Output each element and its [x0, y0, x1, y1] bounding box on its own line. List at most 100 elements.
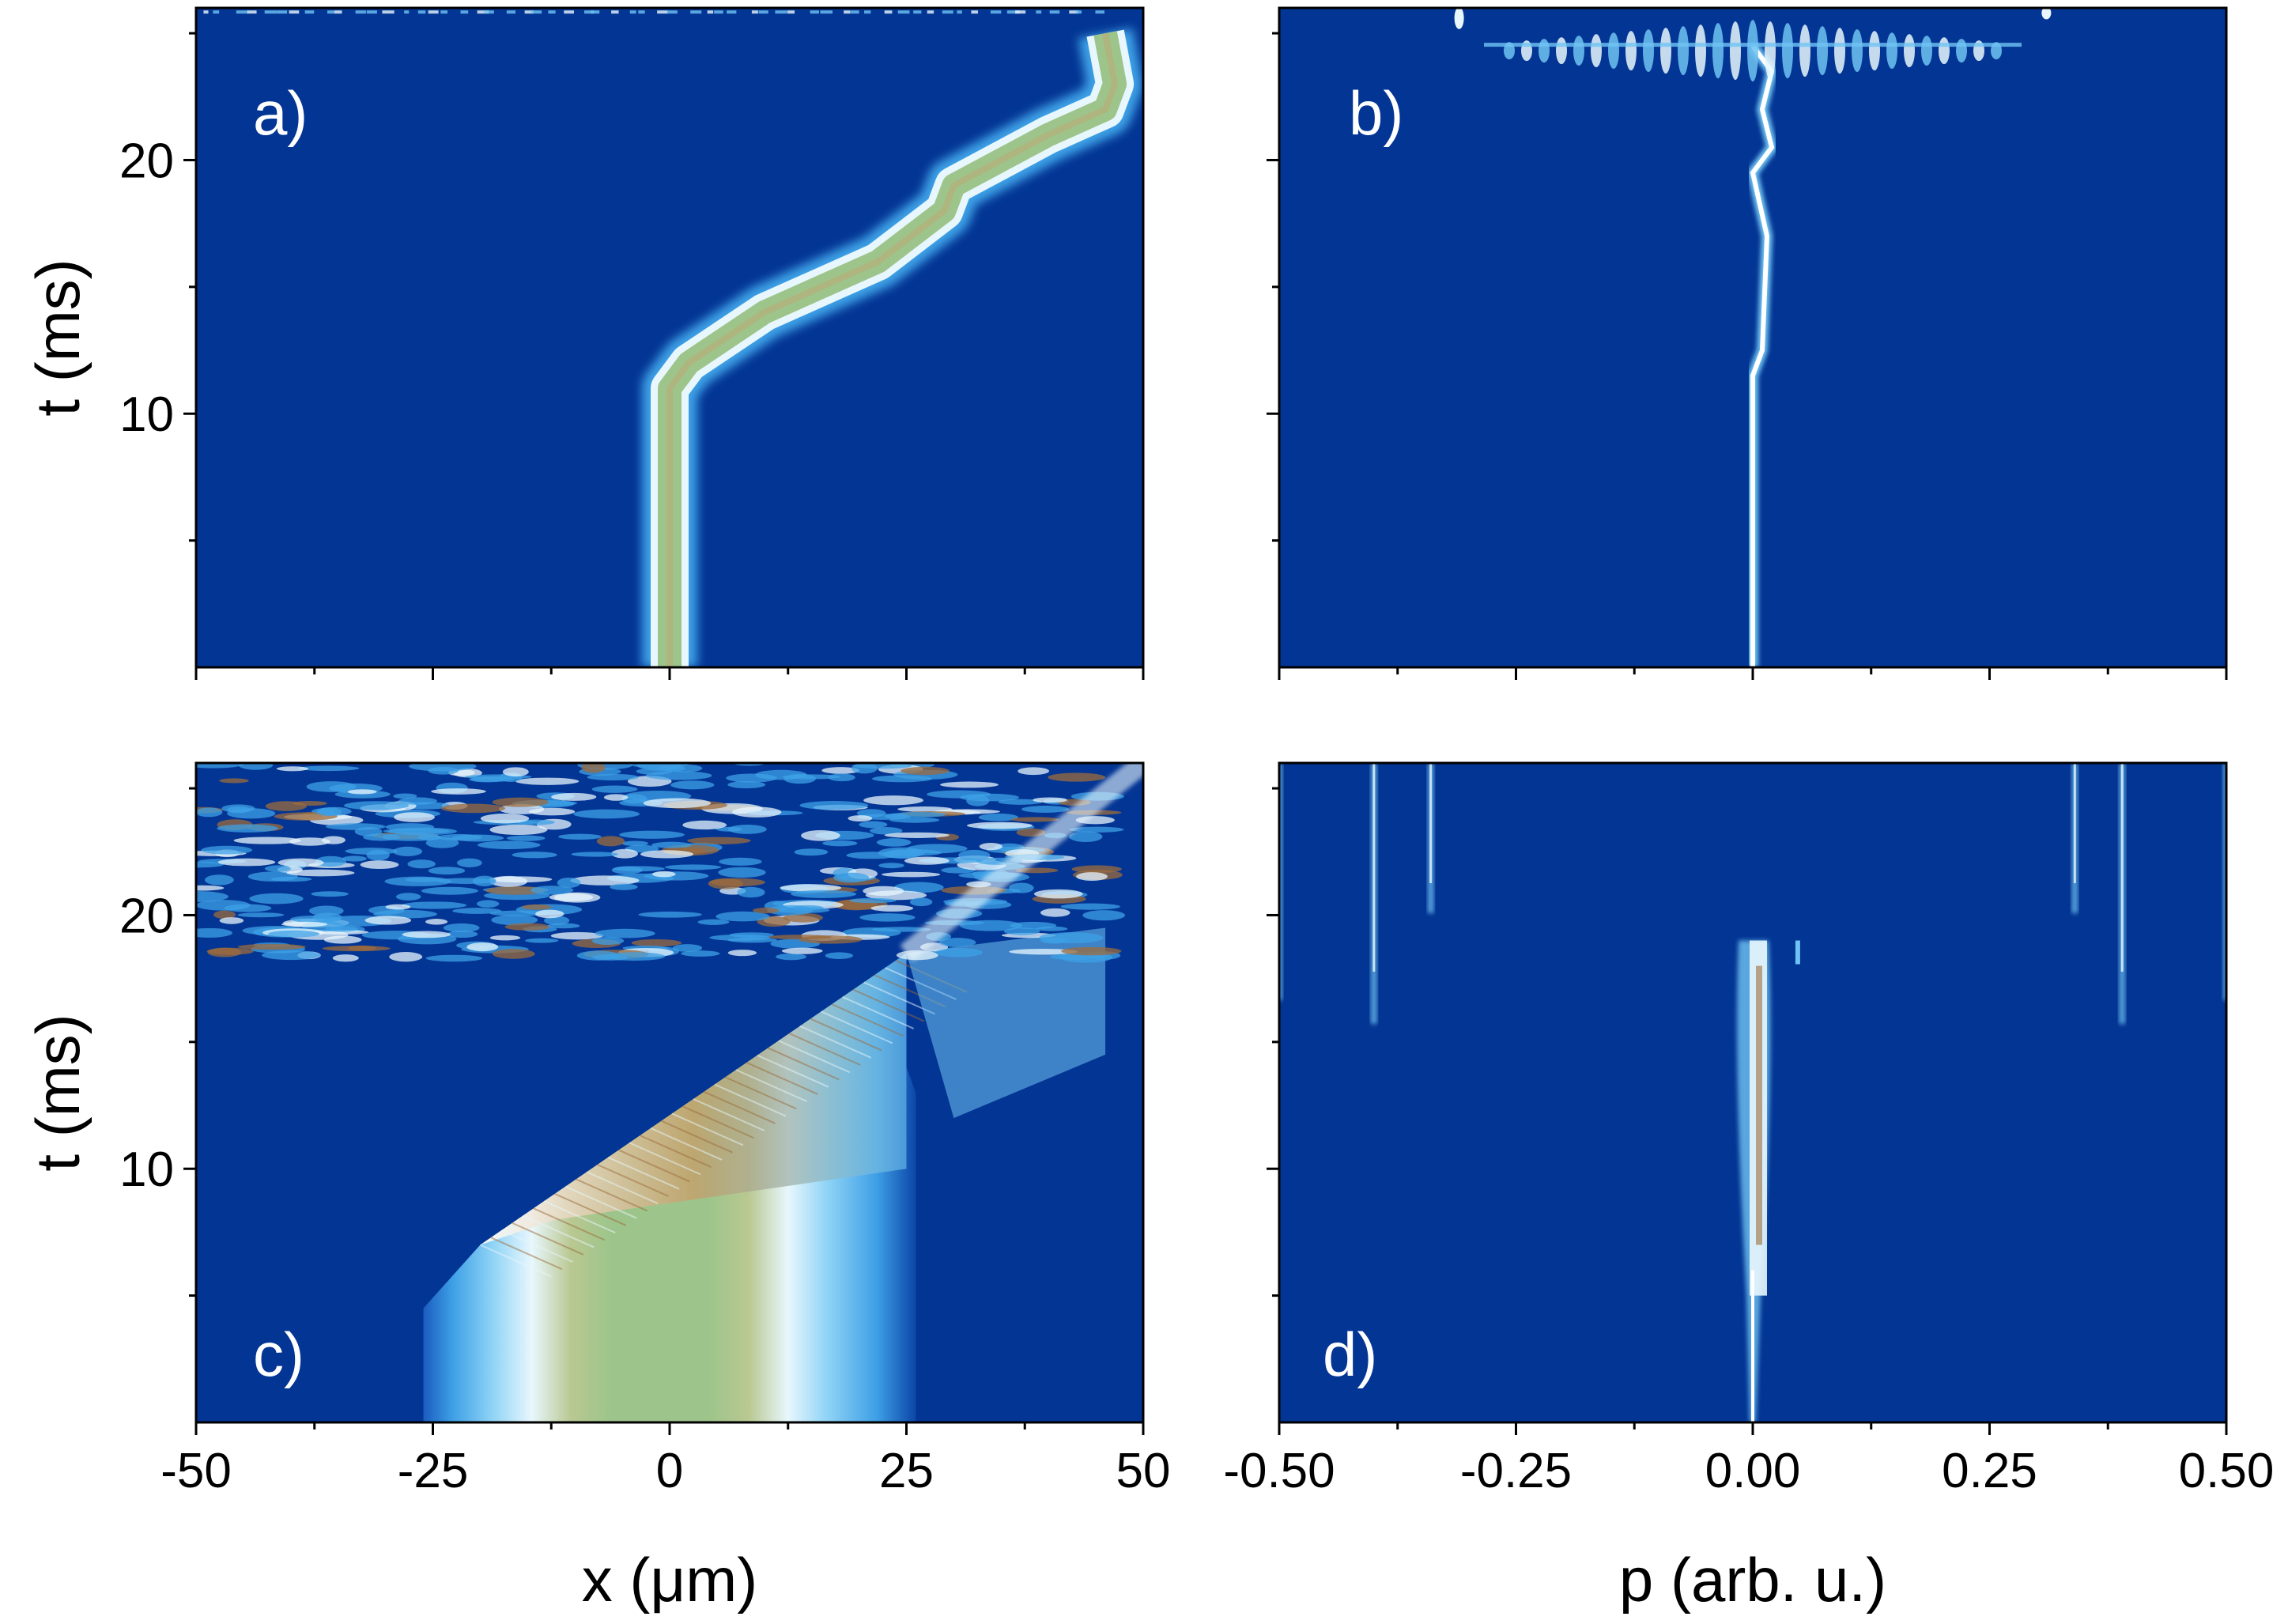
turbulence-mark [394, 812, 435, 822]
turbulence-mark [266, 801, 307, 811]
burst-fringe [1643, 29, 1654, 72]
turbulence-mark [980, 843, 1002, 850]
noise-mark [461, 10, 469, 13]
turbulence-mark [774, 907, 830, 913]
burst-fringe [1591, 34, 1602, 67]
burst-band [1484, 43, 2022, 47]
noise-mark [971, 10, 978, 13]
turbulence-mark [281, 922, 327, 927]
noise-mark [775, 10, 787, 13]
turbulence-mark [732, 806, 781, 817]
turbulence-mark [728, 950, 757, 956]
turbulence-mark [728, 825, 767, 834]
panel-a: 10 20 a) [119, 8, 1143, 680]
turbulence-mark [573, 810, 640, 819]
burst-fringe [1695, 25, 1706, 77]
noise-mark [1095, 10, 1104, 13]
x-axis-title-left: x (μm) [582, 1545, 758, 1615]
noise-mark [1050, 10, 1060, 13]
burst-fringe [1799, 25, 1810, 77]
noise-mark [667, 10, 678, 13]
turbulence-mark [878, 863, 904, 868]
turbulence-mark [878, 848, 925, 859]
turbulence-mark [441, 804, 505, 814]
x-tick-label: 0.50 [2179, 1444, 2275, 1498]
burst-fringe [1869, 31, 1880, 70]
turbulence-mark [316, 807, 342, 816]
x-tick-label: 0.25 [1942, 1444, 2037, 1498]
turbulence-mark [753, 908, 779, 913]
turbulence-mark [383, 829, 450, 834]
noise-mark [611, 10, 618, 13]
turbulence-mark [1034, 889, 1083, 899]
turbulence-mark [220, 917, 244, 924]
y-tick-label: 10 [119, 387, 174, 442]
burst-fringe [1765, 21, 1776, 80]
noise-mark [898, 10, 910, 13]
turbulence-mark [1048, 773, 1105, 782]
turbulence-mark [1061, 947, 1121, 956]
turbulence-mark [311, 891, 349, 897]
turbulence-mark [595, 929, 655, 939]
turbulence-mark [195, 807, 223, 817]
turbulence-mark [551, 793, 596, 801]
burst-fringe [1625, 31, 1637, 70]
turbulence-mark [1076, 872, 1108, 881]
turbulence-mark [355, 827, 383, 837]
x-tick-label: -0.50 [1223, 1444, 1335, 1498]
noise-mark [844, 10, 850, 13]
noise-mark [1015, 10, 1025, 13]
turbulence-mark [927, 791, 991, 799]
turbulence-mark [277, 766, 308, 771]
y-tick-label: 20 [119, 889, 174, 943]
turbulence-mark [396, 893, 421, 901]
turbulence-mark [638, 912, 701, 918]
burst-fringe [1712, 23, 1724, 78]
turbulence-mark [859, 913, 915, 921]
noise-mark [591, 10, 599, 13]
turbulence-mark [493, 798, 549, 807]
x-axis-title-right: p (arb. u.) [1619, 1545, 1886, 1615]
turbulence-mark [622, 840, 648, 846]
turbulence-mark [719, 858, 761, 866]
turbulence-mark [1033, 797, 1067, 803]
turbulence-mark [1082, 910, 1125, 920]
turbulence-mark [687, 837, 750, 844]
central-peak-center [1756, 966, 1762, 1245]
turbulence-mark [219, 778, 249, 783]
turbulence-mark [426, 955, 482, 962]
turbulence-mark [187, 928, 232, 938]
y-axis-title-bottom: t (ms) [23, 1014, 93, 1171]
noise-mark [265, 10, 276, 13]
turbulence-mark [457, 859, 482, 867]
y-tick-label: 10 [119, 1142, 174, 1197]
turbulence-mark [344, 801, 409, 810]
turbulence-mark [727, 781, 765, 788]
burst-fringe [1660, 28, 1671, 74]
turbulence-mark [673, 944, 702, 952]
burst-fringe [1939, 37, 1950, 64]
noise-mark [820, 10, 833, 13]
turbulence-mark [389, 952, 422, 961]
turbulence-mark [249, 893, 303, 905]
turbulence-mark [402, 931, 451, 939]
turbulence-mark [897, 806, 953, 812]
burst-fringe [1834, 28, 1845, 74]
turbulence-mark [278, 859, 323, 867]
noise-mark [236, 10, 248, 13]
y-tick-label: 20 [119, 134, 174, 188]
turbulence-mark [196, 900, 251, 911]
turbulence-mark [863, 795, 923, 805]
turbulence-mark [610, 884, 637, 890]
turbulence-mark [503, 767, 529, 776]
noise-mark [507, 10, 515, 13]
noise-mark [382, 10, 394, 13]
x-tick-label: -0.25 [1460, 1444, 1572, 1498]
turbulence-mark [651, 842, 692, 848]
side-peak-core [2074, 763, 2076, 883]
noise-mark [213, 10, 219, 13]
turbulence-mark [1009, 883, 1033, 893]
turbulence-mark [665, 864, 721, 870]
turbulence-mark [325, 926, 358, 931]
noise-mark [440, 10, 447, 13]
